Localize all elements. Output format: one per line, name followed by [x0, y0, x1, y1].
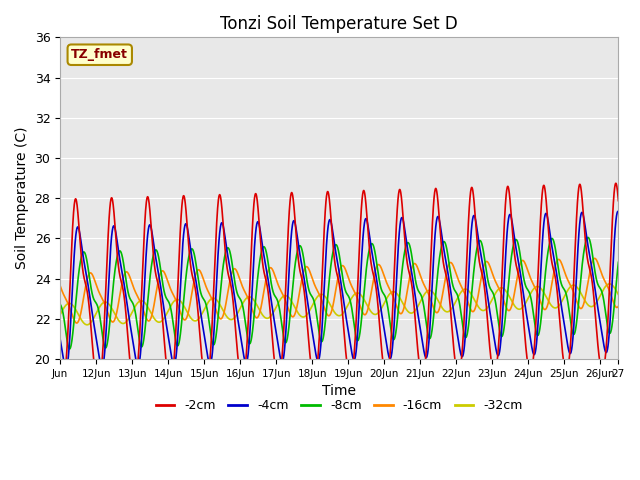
X-axis label: Time: Time [323, 384, 356, 398]
Legend: -2cm, -4cm, -8cm, -16cm, -32cm: -2cm, -4cm, -8cm, -16cm, -32cm [150, 394, 528, 417]
Text: TZ_fmet: TZ_fmet [71, 48, 128, 61]
Y-axis label: Soil Temperature (C): Soil Temperature (C) [15, 127, 29, 269]
Title: Tonzi Soil Temperature Set D: Tonzi Soil Temperature Set D [220, 15, 458, 33]
